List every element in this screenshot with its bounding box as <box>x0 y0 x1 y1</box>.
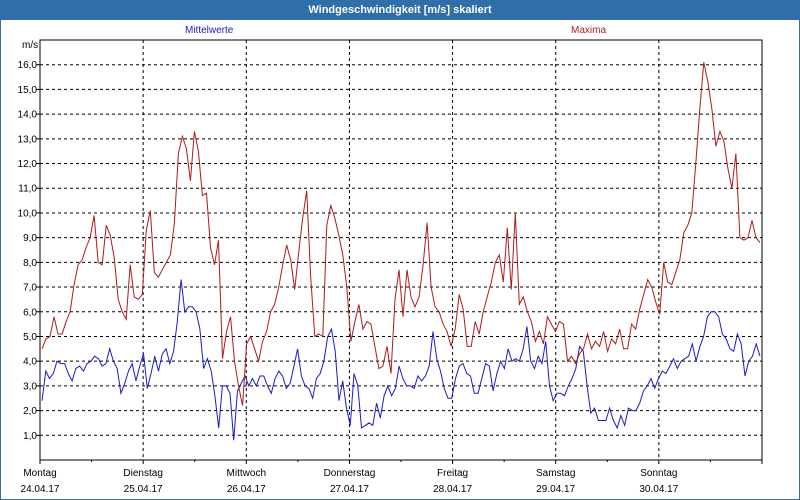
y-tick-label: 13,0 <box>18 134 38 145</box>
y-tick-label: 5,0 <box>23 332 37 343</box>
y-tick-label: 16,0 <box>18 60 38 71</box>
day-label: Montag <box>23 468 56 479</box>
y-tick-label: 1,0 <box>23 431 37 442</box>
date-label: 24.04.17 <box>21 484 60 495</box>
y-tick-label: 14,0 <box>18 110 38 121</box>
day-label: Mittwoch <box>227 468 266 479</box>
y-tick-label: 11,0 <box>18 184 37 195</box>
y-tick-label: 10,0 <box>18 208 38 219</box>
date-label: 26.04.17 <box>227 484 266 495</box>
y-tick-label: 2,0 <box>23 406 37 417</box>
date-label: 28.04.17 <box>433 484 472 495</box>
date-label: 29.04.17 <box>536 484 575 495</box>
y-tick-label: 9,0 <box>23 233 37 244</box>
day-label: Freitag <box>437 468 468 479</box>
chart-title: Windgeschwindigkeit [m/s] skaliert <box>0 0 800 20</box>
y-tick-label: 6,0 <box>23 307 37 318</box>
day-label: Sonntag <box>640 468 677 479</box>
y-axis-unit: m/s <box>22 40 39 51</box>
day-label: Dienstag <box>123 468 162 479</box>
series-line-maxima <box>41 62 761 406</box>
series-line-mittelwerte <box>41 279 761 441</box>
y-tick-label: 3,0 <box>23 381 37 392</box>
date-label: 30.04.17 <box>639 484 678 495</box>
y-tick-label: 7,0 <box>23 283 37 294</box>
day-label: Donnerstag <box>324 468 376 479</box>
y-tick-label: 12,0 <box>18 159 38 170</box>
date-label: 25.04.17 <box>124 484 163 495</box>
y-tick-label: 4,0 <box>23 357 37 368</box>
y-tick-label: 15,0 <box>18 85 38 96</box>
plot-area <box>39 39 763 461</box>
date-label: 27.04.17 <box>330 484 369 495</box>
legend-maxima: Maxima <box>571 25 607 36</box>
y-tick-label: 8,0 <box>23 258 37 269</box>
legend-mittelwerte: Mittelwerte <box>185 25 234 36</box>
day-label: Samstag <box>536 468 575 479</box>
